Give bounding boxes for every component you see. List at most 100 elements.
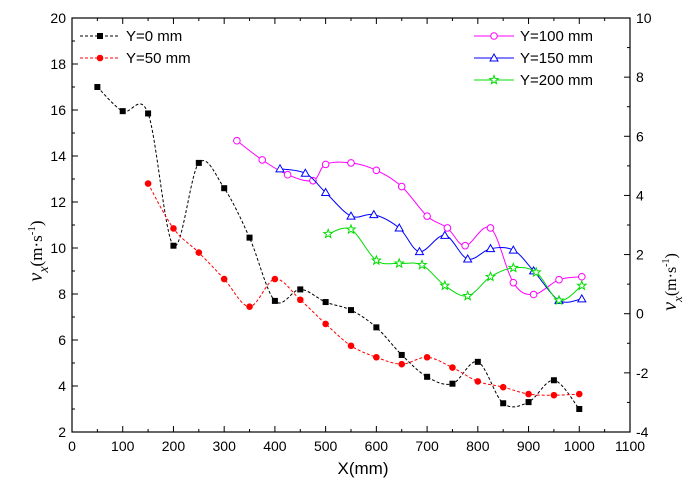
data-point xyxy=(275,163,285,173)
legend-marker xyxy=(97,33,103,39)
data-point xyxy=(297,286,304,293)
data-point xyxy=(145,110,152,117)
data-point xyxy=(170,242,177,249)
y-left-tick-label: 2 xyxy=(58,424,66,440)
legend-label: Y=150 mm xyxy=(520,50,593,67)
data-point xyxy=(300,168,311,177)
y-left-tick-label: 18 xyxy=(50,56,66,72)
data-point xyxy=(449,364,456,371)
x-tick-label: 300 xyxy=(213,438,237,454)
data-point xyxy=(500,400,507,407)
y-axis-title-right-symbol: v xyxy=(659,302,681,311)
data-point xyxy=(220,275,228,283)
data-point xyxy=(373,353,380,361)
data-point xyxy=(462,253,473,263)
y-right-tick-label: 0 xyxy=(636,306,644,322)
data-point xyxy=(550,391,558,399)
data-point xyxy=(370,254,382,266)
data-point xyxy=(322,320,329,328)
data-point xyxy=(449,380,456,387)
x-axis-title: X(mm) xyxy=(338,459,389,478)
data-point xyxy=(373,324,380,331)
data-point xyxy=(345,223,357,235)
y-right-tick-label: 10 xyxy=(636,10,652,26)
y-right-tick-label: 8 xyxy=(636,69,644,85)
data-point xyxy=(553,294,565,306)
data-point xyxy=(461,241,469,250)
data-point xyxy=(398,360,406,368)
data-point xyxy=(439,230,450,239)
y-left-tick-label: 14 xyxy=(50,148,66,164)
legend-item: Y=50 mm xyxy=(80,50,191,67)
data-point xyxy=(398,351,405,358)
data-point xyxy=(347,159,355,167)
y-right-tick-label: 2 xyxy=(636,247,644,263)
data-point xyxy=(170,225,177,232)
x-tick-label: 0 xyxy=(68,438,76,454)
data-point xyxy=(271,275,279,283)
data-point xyxy=(414,246,425,256)
y-axis-title-left-exp: -1 xyxy=(26,226,38,235)
data-point xyxy=(462,290,474,301)
data-point xyxy=(119,108,126,115)
x-tick-label: 700 xyxy=(415,438,439,454)
data-point xyxy=(258,156,267,164)
legend-item: Y=200 mm xyxy=(474,72,593,89)
legend-label: Y=200 mm xyxy=(520,72,593,89)
legend-marker xyxy=(490,32,498,40)
data-point xyxy=(575,390,583,398)
legend-marker xyxy=(488,74,500,85)
y-left-tick-label: 10 xyxy=(50,240,66,256)
data-point xyxy=(195,249,203,256)
data-point xyxy=(486,224,495,232)
x-tick-label: 200 xyxy=(162,438,186,454)
data-point xyxy=(484,270,497,282)
data-point xyxy=(321,160,330,169)
data-point xyxy=(578,272,586,281)
y-axis-title-right-close: ) xyxy=(663,253,680,258)
x-tick-label: 600 xyxy=(365,438,389,454)
legend-item: Y=150 mm xyxy=(474,50,593,67)
data-point xyxy=(507,261,519,273)
data-point xyxy=(320,187,331,196)
y-left-tick-label: 8 xyxy=(58,286,66,302)
y-left-tick-label: 4 xyxy=(58,378,66,394)
data-point xyxy=(347,342,355,350)
data-point xyxy=(423,212,431,220)
y-left-tick-label: 16 xyxy=(50,102,66,118)
legend-marker xyxy=(96,54,104,62)
legend-label: Y=0 mm xyxy=(126,28,182,45)
y-right-tick-label: 4 xyxy=(636,187,644,203)
x-tick-label: 500 xyxy=(314,438,338,454)
y-axis-title-right: vx(m·s-1) xyxy=(659,253,685,311)
x-tick-label: 1000 xyxy=(564,438,595,454)
data-point xyxy=(144,180,152,187)
data-point xyxy=(296,296,304,304)
series-1 xyxy=(94,84,583,412)
series-5 xyxy=(322,223,588,306)
y-axis-title-left: vx(m·s-1) xyxy=(25,220,52,281)
y-axis-title-left-unit: (m·s xyxy=(27,235,46,266)
data-point xyxy=(474,378,482,385)
data-point xyxy=(576,406,583,412)
legend-item: Y=100 mm xyxy=(474,28,593,45)
data-point xyxy=(271,297,278,304)
x-tick-label: 800 xyxy=(466,438,490,454)
y-right-tick-label: 6 xyxy=(636,128,644,144)
data-point xyxy=(246,303,253,310)
data-point xyxy=(555,275,563,284)
data-point xyxy=(423,353,431,361)
data-point xyxy=(525,399,532,406)
x-tick-label: 1100 xyxy=(615,438,645,454)
data-point xyxy=(372,166,381,175)
data-point xyxy=(576,279,588,291)
series-line xyxy=(236,140,582,296)
y-axis-title-left-symbol: v xyxy=(25,273,47,282)
data-point xyxy=(439,279,451,291)
data-point xyxy=(397,182,406,191)
data-point xyxy=(416,258,428,270)
data-point xyxy=(576,293,587,303)
y-left-tick-label: 12 xyxy=(50,194,66,210)
y-axis-title-right-exp: -1 xyxy=(661,258,672,266)
